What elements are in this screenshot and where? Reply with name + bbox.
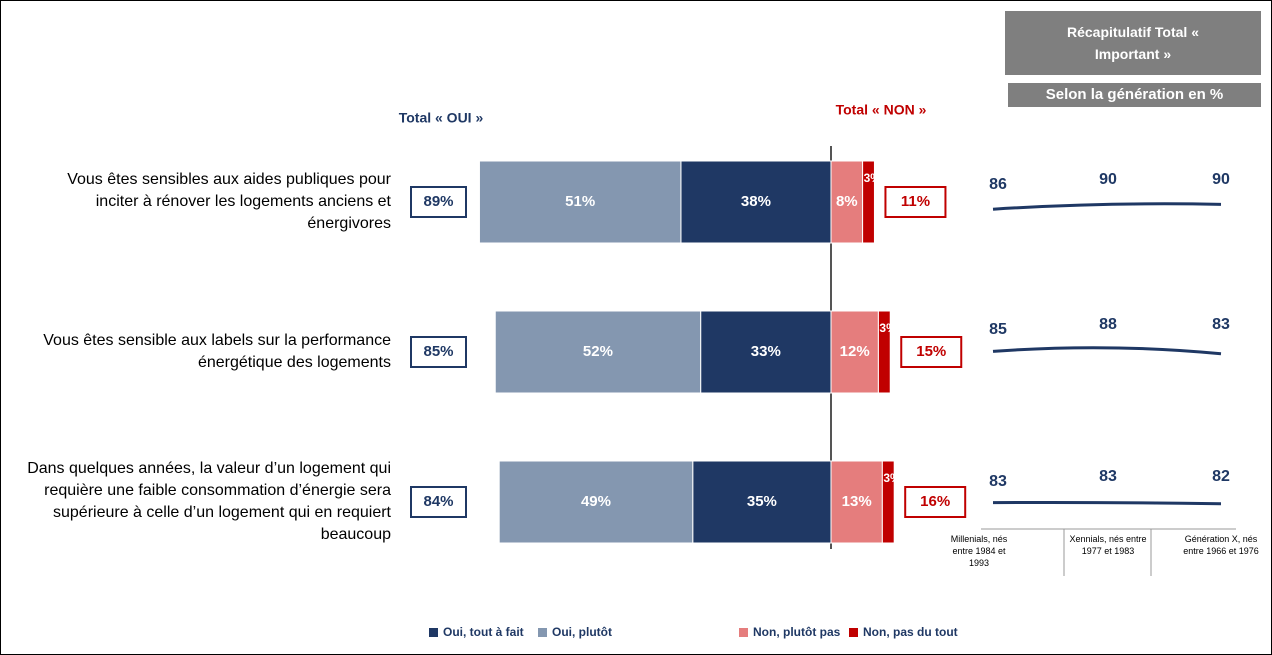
bar-segment	[830, 310, 879, 394]
total-non-value: 15%	[916, 343, 946, 360]
bar-segment	[877, 310, 891, 394]
legend-swatch	[429, 627, 438, 637]
category-label: Millenials, nés entre 1984 et 1993	[950, 534, 1008, 568]
legend-item: Oui, plutôt	[538, 625, 612, 639]
bar-segment	[692, 460, 832, 544]
bar-segment	[881, 460, 895, 544]
point-label: 90	[1099, 171, 1117, 188]
value-label: 13%	[842, 493, 872, 510]
panel-title: Récapitulatif Total « Important »	[1005, 11, 1261, 75]
total-oui-box	[410, 186, 467, 218]
value-label: 8%	[836, 193, 858, 210]
legend-label: Non, plutôt pas	[753, 625, 841, 639]
total-oui-box	[410, 336, 467, 368]
question: Dans quelques années, la valeur d’un log…	[27, 460, 391, 543]
total-non-value: 11%	[901, 193, 930, 210]
point-label: 85	[989, 321, 1007, 338]
bar-segment	[478, 160, 682, 244]
total-non-value: 16%	[920, 493, 950, 510]
value-label: 35%	[747, 493, 777, 510]
value-label: 38%	[741, 193, 771, 210]
generation-line	[992, 202, 1222, 211]
point-label: 82	[1212, 468, 1230, 485]
point-label: 83	[1212, 316, 1230, 333]
legend-swatch	[849, 627, 858, 637]
value-label: 3%	[879, 321, 897, 335]
total-non-box	[900, 336, 963, 368]
point-label: 83	[989, 473, 1007, 490]
value-label: 52%	[583, 343, 613, 360]
total-non-title: Total « NON »	[836, 102, 927, 118]
category-label: Xennials, nés entre 1977 et 1983	[1069, 534, 1147, 556]
value-label: 3%	[883, 471, 901, 485]
bar-segment	[494, 310, 702, 394]
point-label: 83	[1099, 468, 1117, 485]
category-label: Génération X, nés entre 1966 et 1976	[1183, 534, 1259, 556]
point-label: 86	[989, 176, 1007, 193]
bar-segment	[862, 160, 875, 244]
question: Vous êtes sensible aux labels sur la per…	[43, 332, 391, 371]
point-label: 90	[1212, 171, 1230, 188]
bar-segment	[680, 160, 832, 244]
question: Vous êtes sensibles aux aides publiques …	[67, 171, 391, 232]
legend-swatch	[538, 627, 547, 637]
total-oui-title: Total « OUI »	[399, 110, 484, 126]
total-oui-value: 84%	[423, 493, 453, 510]
legend-item: Non, pas du tout	[849, 625, 958, 639]
value-label: 51%	[565, 193, 595, 210]
value-label: 3%	[864, 171, 882, 185]
value-label: 12%	[840, 343, 870, 360]
generation-line	[992, 500, 1222, 506]
generation-line	[992, 346, 1222, 356]
legend-swatch	[739, 627, 748, 637]
panel-subtitle: Selon la génération en %	[1008, 83, 1261, 107]
value-label: 33%	[751, 343, 781, 360]
value-label: 49%	[581, 493, 611, 510]
legend-label: Non, pas du tout	[863, 625, 958, 639]
total-oui-value: 85%	[423, 343, 453, 360]
legend-item: Oui, tout à fait	[429, 625, 524, 639]
legend-label: Oui, plutôt	[552, 625, 612, 639]
total-non-box	[904, 486, 967, 518]
legend-label: Oui, tout à fait	[443, 625, 524, 639]
bar-segment	[498, 460, 694, 544]
legend-item: Non, plutôt pas	[739, 625, 840, 639]
point-label: 88	[1099, 316, 1117, 333]
total-oui-value: 89%	[423, 193, 453, 210]
bar-segment	[830, 460, 883, 544]
total-non-box	[884, 186, 947, 218]
total-oui-box	[410, 486, 467, 518]
